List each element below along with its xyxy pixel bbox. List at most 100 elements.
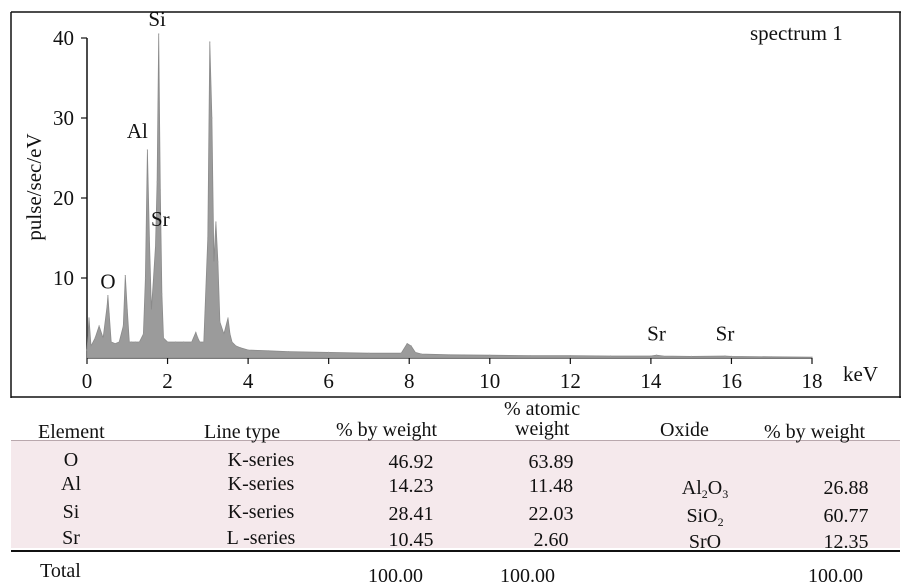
results-table: Element Line type % by weight % atomic w… (11, 398, 900, 586)
spectrum-data-point (154, 245, 157, 247)
x-tick-label: 14 (640, 369, 662, 393)
spectrum-data-point (118, 341, 120, 343)
row-oxide-pct-weight: 12.35 (823, 531, 869, 553)
spectrum-data-point (162, 337, 165, 339)
x-tick-label: 2 (162, 369, 173, 393)
spectrum-data-point (489, 354, 491, 356)
x-tick-label: 4 (243, 369, 254, 393)
spectrum-data-point (106, 305, 108, 307)
spectrum-data-point (167, 341, 169, 343)
spectrum-data-point (197, 337, 199, 339)
spectrum-data-point (239, 347, 241, 349)
oxide-formula-main: Al (681, 477, 702, 499)
oxide-formula-subscript: 2 (717, 515, 724, 529)
spectrum-name: spectrum 1 (750, 21, 843, 45)
row-line-type: K-series (227, 501, 295, 523)
row-oxide: Al2O3 (682, 478, 728, 504)
y-tick-label: 10 (53, 266, 74, 290)
oxide-formula-second-element: O (707, 477, 723, 499)
spectrum-data-point (134, 341, 136, 343)
spectrum-data-point (211, 117, 213, 119)
spectrum-data-point (142, 333, 144, 335)
spectrum-data-point (662, 355, 664, 357)
spectrum-data-point (108, 313, 110, 315)
spectrum-data-point (219, 321, 221, 323)
spectrum-data-point (811, 356, 813, 358)
spectrum-data-point (203, 341, 205, 343)
row-atomic-weight: 22.03 (528, 503, 574, 525)
table-header-divider (11, 440, 900, 441)
spectrum-data-point (267, 350, 269, 352)
spectrum-data-point (406, 343, 408, 345)
spectrum-data-point (213, 261, 215, 263)
spectrum-data-point (217, 261, 219, 263)
row-element: Sr (62, 527, 80, 549)
spectrum-data-point (724, 355, 726, 357)
spectrum-data-point (183, 341, 185, 343)
spectrum-data-point (124, 275, 126, 277)
x-tick-label: 0 (82, 369, 93, 393)
spectrum-data-point (191, 341, 193, 343)
spectrum-data-point (159, 189, 161, 191)
peak-label: O (100, 269, 115, 293)
spectrum-data-point (150, 309, 152, 311)
spectrum-data-point (126, 309, 128, 311)
spectrum-data-point (229, 333, 231, 335)
row-line-type: K-series (227, 449, 295, 471)
spectrum-data-point (655, 354, 658, 356)
spectrum-data-point (610, 355, 612, 357)
peak-label: Sr (716, 321, 735, 345)
spectrum-data-point (227, 317, 229, 319)
row-line-type: K-series (227, 473, 295, 495)
spectrum-data-point (86, 349, 88, 351)
spectrum-data-point (368, 352, 370, 354)
spectrum-data-point (107, 295, 109, 297)
peak-label: Sr (647, 321, 666, 345)
spectrum-data-point (94, 337, 96, 339)
spectrum-data-point (207, 237, 209, 239)
peak-label: Si (148, 7, 166, 31)
spectrum-data-point (161, 293, 163, 295)
y-tick-label: 30 (53, 106, 74, 130)
total-label: Total (40, 560, 81, 582)
spectrum-data-point (195, 331, 197, 333)
table-highlight-band (11, 440, 900, 548)
row-atomic-weight: 2.60 (533, 529, 569, 551)
row-oxide-pct-weight: 60.77 (823, 505, 869, 527)
spectrum-data-point (223, 333, 225, 335)
spectrum-series-area (86, 33, 813, 359)
spectrum-data-point (690, 355, 692, 357)
row-atomic-weight: 11.48 (528, 475, 574, 497)
eds-spectrum-chart: 0 2 4 6 8 10 12 14 16 18 10 20 30 40 Si Al Sr O Sr Sr puls… (10, 7, 901, 398)
y-tick-label: 40 (53, 26, 74, 50)
spectrum-data-point (400, 352, 402, 354)
spectrum-data-point (156, 181, 158, 183)
x-tick-label: 18 (802, 369, 823, 393)
spectrum-data-point (146, 149, 148, 151)
spectrum-data-point (247, 349, 249, 351)
oxide-formula-subscript: 2 (701, 487, 708, 501)
spectrum-data-point (771, 356, 773, 358)
row-pct-weight: 28.41 (388, 503, 434, 525)
peak-label: Al (127, 119, 148, 143)
spectrum-data-point (209, 41, 211, 43)
spectrum-data-point (158, 33, 160, 35)
header-pct-weight: % by weight (336, 419, 438, 441)
spectrum-data-point (175, 341, 177, 343)
row-element: Si (62, 501, 80, 523)
x-tick-label: 6 (323, 369, 334, 393)
total-atomic-weight: 100.00 (500, 565, 555, 587)
x-tick-label: 8 (404, 369, 415, 393)
row-element: O (63, 449, 79, 471)
x-tick-label: 10 (479, 369, 500, 393)
spectrum-data-point (730, 355, 733, 357)
spectrum-data-point (130, 341, 132, 343)
header-element: Element (38, 421, 105, 443)
spectrum-data-point (231, 341, 233, 343)
spectrum-data-point (122, 325, 124, 327)
spectrum-data-point (448, 354, 451, 356)
row-pct-weight: 14.23 (388, 475, 434, 497)
row-line-type: L -series (226, 527, 296, 549)
x-tick-label: 12 (560, 369, 581, 393)
